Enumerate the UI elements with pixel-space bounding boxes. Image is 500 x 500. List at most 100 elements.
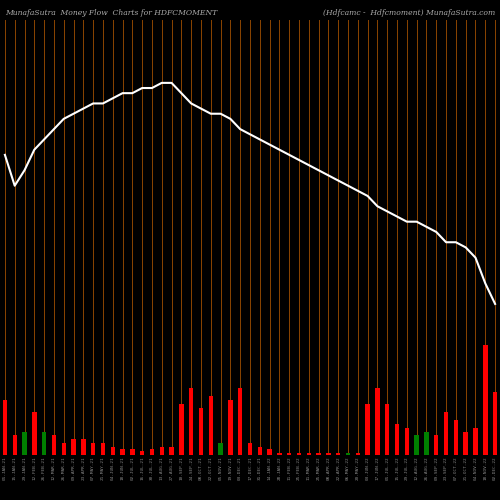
Bar [434, 436, 438, 455]
Bar [52, 436, 56, 455]
Bar [179, 404, 184, 455]
Text: 07-OCT-22: 07-OCT-22 [454, 456, 458, 479]
Bar [160, 447, 164, 455]
Text: 25-FEB-22: 25-FEB-22 [297, 456, 301, 479]
Text: 14-JAN-22: 14-JAN-22 [268, 456, 272, 479]
Bar [424, 432, 428, 455]
Text: 02-DEC-22: 02-DEC-22 [493, 456, 497, 479]
Bar [404, 428, 409, 455]
Bar [464, 432, 468, 455]
Text: 10-SEP-21: 10-SEP-21 [180, 456, 184, 479]
Text: 29-JUL-22: 29-JUL-22 [405, 456, 409, 479]
Text: 11-MAR-22: 11-MAR-22 [307, 456, 311, 479]
Bar [228, 400, 232, 455]
Bar [100, 444, 105, 455]
Text: 26-MAR-21: 26-MAR-21 [62, 456, 66, 479]
Bar [306, 452, 311, 455]
Bar [199, 408, 203, 455]
Bar [493, 392, 498, 455]
Text: 25-MAR-22: 25-MAR-22 [316, 456, 320, 479]
Text: 08-OCT-21: 08-OCT-21 [199, 456, 203, 479]
Text: 08-APR-22: 08-APR-22 [326, 456, 330, 479]
Bar [454, 420, 458, 455]
Text: 09-SEP-22: 09-SEP-22 [434, 456, 438, 479]
Bar [110, 447, 115, 455]
Text: 26-AUG-22: 26-AUG-22 [424, 456, 428, 479]
Bar [483, 346, 488, 455]
Bar [218, 444, 223, 455]
Text: 13-AUG-21: 13-AUG-21 [160, 456, 164, 479]
Text: 30-JUL-21: 30-JUL-21 [150, 456, 154, 479]
Text: 15-JAN-21: 15-JAN-21 [12, 456, 16, 479]
Bar [326, 454, 330, 455]
Bar [208, 396, 213, 455]
Bar [2, 400, 7, 455]
Text: 06-MAY-22: 06-MAY-22 [346, 456, 350, 479]
Bar [346, 454, 350, 455]
Bar [130, 448, 134, 455]
Bar [297, 454, 301, 455]
Bar [150, 448, 154, 455]
Text: 17-JUN-22: 17-JUN-22 [376, 456, 380, 479]
Bar [62, 444, 66, 455]
Text: 28-JAN-22: 28-JAN-22 [278, 456, 281, 479]
Text: 20-MAY-22: 20-MAY-22 [356, 456, 360, 479]
Text: 26-FEB-21: 26-FEB-21 [42, 456, 46, 479]
Bar [238, 388, 242, 455]
Text: 17-DEC-21: 17-DEC-21 [248, 456, 252, 479]
Bar [42, 432, 46, 455]
Text: 09-APR-21: 09-APR-21 [72, 456, 76, 479]
Bar [81, 440, 86, 455]
Text: 16-JUL-21: 16-JUL-21 [140, 456, 144, 479]
Bar [120, 448, 125, 455]
Text: 01-JAN-21: 01-JAN-21 [3, 456, 7, 479]
Text: 22-OCT-21: 22-OCT-21 [209, 456, 213, 479]
Bar [336, 454, 340, 455]
Text: 22-APR-22: 22-APR-22 [336, 456, 340, 479]
Text: MunafaSutra  Money Flow  Charts for HDFCMOMENT: MunafaSutra Money Flow Charts for HDFCMO… [5, 9, 217, 17]
Text: 18-NOV-22: 18-NOV-22 [484, 456, 488, 479]
Bar [385, 404, 390, 455]
Text: 27-AUG-21: 27-AUG-21 [170, 456, 173, 479]
Bar [414, 436, 419, 455]
Bar [444, 412, 448, 455]
Text: 03-DEC-21: 03-DEC-21 [238, 456, 242, 479]
Text: 12-FEB-21: 12-FEB-21 [32, 456, 36, 479]
Text: 02-JUL-21: 02-JUL-21 [130, 456, 134, 479]
Bar [316, 454, 321, 455]
Bar [140, 451, 144, 455]
Bar [277, 452, 281, 455]
Bar [189, 388, 194, 455]
Bar [268, 448, 272, 455]
Bar [474, 428, 478, 455]
Text: 07-MAY-21: 07-MAY-21 [91, 456, 95, 479]
Bar [32, 412, 36, 455]
Bar [170, 447, 174, 455]
Bar [287, 454, 292, 455]
Text: 04-NOV-22: 04-NOV-22 [474, 456, 478, 479]
Text: 18-JUN-21: 18-JUN-21 [120, 456, 124, 479]
Text: 12-MAR-21: 12-MAR-21 [52, 456, 56, 479]
Text: 23-APR-21: 23-APR-21 [82, 456, 86, 479]
Text: 23-SEP-22: 23-SEP-22 [444, 456, 448, 479]
Bar [258, 447, 262, 455]
Text: 04-JUN-21: 04-JUN-21 [110, 456, 114, 479]
Text: 29-JAN-21: 29-JAN-21 [22, 456, 26, 479]
Bar [356, 452, 360, 455]
Text: 24-SEP-21: 24-SEP-21 [189, 456, 193, 479]
Bar [375, 388, 380, 455]
Text: 21-OCT-22: 21-OCT-22 [464, 456, 468, 479]
Bar [72, 440, 76, 455]
Text: 31-DEC-21: 31-DEC-21 [258, 456, 262, 479]
Text: 03-JUN-22: 03-JUN-22 [366, 456, 370, 479]
Text: 15-JUL-22: 15-JUL-22 [395, 456, 399, 479]
Bar [366, 404, 370, 455]
Text: 21-MAY-21: 21-MAY-21 [101, 456, 105, 479]
Text: 11-FEB-22: 11-FEB-22 [287, 456, 291, 479]
Text: 19-NOV-21: 19-NOV-21 [228, 456, 232, 479]
Bar [91, 444, 96, 455]
Bar [12, 436, 17, 455]
Text: (Hdfcamc -  Hdfcmoment) MunafaSutra.com: (Hdfcamc - Hdfcmoment) MunafaSutra.com [323, 9, 495, 17]
Bar [395, 424, 400, 455]
Text: 12-AUG-22: 12-AUG-22 [414, 456, 418, 479]
